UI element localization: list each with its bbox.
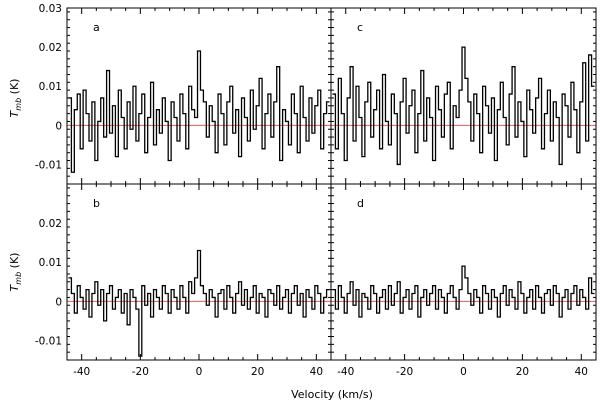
panel-label-b: b <box>93 197 100 210</box>
panel-label-c: c <box>357 21 363 34</box>
y-tick-label: -0.01 <box>35 335 62 347</box>
y-axis-title-bottom-unit-text: (K) <box>8 253 21 269</box>
spectrum-line-b <box>68 249 330 357</box>
x-tick-label: 0 <box>196 366 203 378</box>
y-tick-label: 0 <box>55 120 62 132</box>
x-tick-label: -20 <box>132 366 149 378</box>
y-tick-label: 0 <box>55 296 62 308</box>
spectrum-line-c <box>332 46 595 166</box>
y-tick-label: 0.01 <box>39 81 62 93</box>
y-axis-title-bottom-main: T <box>8 283 21 291</box>
x-tick-label: -40 <box>73 366 90 378</box>
y-axis-title-top: Tmb (K) <box>8 79 23 118</box>
panels-layer: a c b d <box>66 7 597 361</box>
x-tick-label: -40 <box>337 366 354 378</box>
panel-c: c <box>330 7 597 185</box>
y-tick-label: 0.02 <box>39 218 62 230</box>
x-tick-label: 20 <box>516 366 529 378</box>
panel-d: d <box>330 183 597 361</box>
panel-b: b <box>66 183 332 361</box>
y-axis-title-bottom-sub: mb <box>14 272 23 285</box>
spectrum-line-a <box>68 50 330 173</box>
spectrum-line-d <box>332 265 595 318</box>
panel-label-a: a <box>93 21 100 34</box>
y-axis-title-top-main: T <box>8 109 21 117</box>
x-tick-label: -20 <box>396 366 413 378</box>
x-axis-title: Velocity (km/s) <box>291 388 373 401</box>
y-axis-title-top-unit-text: (K) <box>8 79 21 95</box>
y-tick-label: -0.01 <box>35 159 62 171</box>
y-axis-title-bottom: Tmb (K) <box>8 253 23 292</box>
y-axis-title-top-sub: mb <box>14 98 23 111</box>
y-tick-label: 0.03 <box>39 3 62 15</box>
y-tick-label: 0.01 <box>39 257 62 269</box>
x-tick-label: 20 <box>251 366 264 378</box>
x-tick-label: 40 <box>575 366 588 378</box>
x-tick-label: 40 <box>310 366 323 378</box>
panel-label-d: d <box>357 197 364 210</box>
x-tick-label: 0 <box>460 366 467 378</box>
x-tick-labels: -40 -20 0 20 40 -40 -20 0 20 40 <box>73 366 588 378</box>
panel-a: a <box>66 7 332 185</box>
y-tick-label: 0.02 <box>39 42 62 54</box>
panel-frame-d <box>330 183 597 361</box>
y-tick-labels: -0.01 0 0.01 0.02 0.03 -0.01 0 0.01 0.02 <box>35 3 62 347</box>
panel-frame-b <box>66 183 332 361</box>
